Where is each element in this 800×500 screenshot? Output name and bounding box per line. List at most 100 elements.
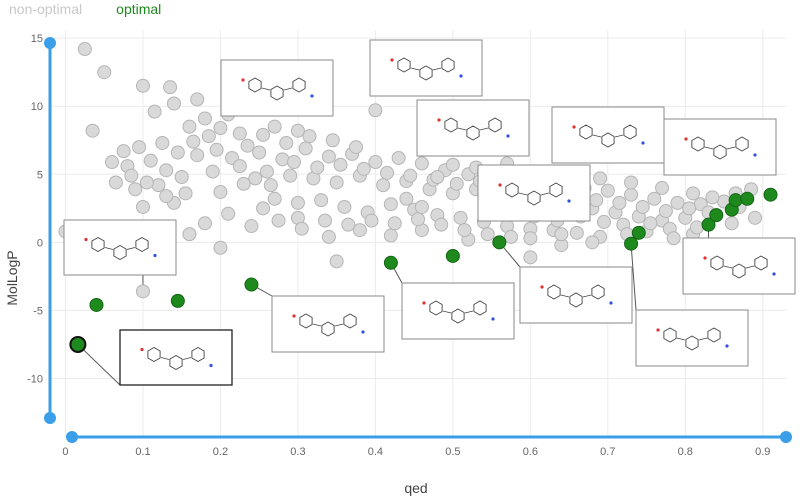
- data-point-non-optimal[interactable]: [325, 133, 340, 148]
- data-point-optimal[interactable]: [89, 297, 104, 312]
- data-point-optimal[interactable]: [701, 217, 716, 232]
- molecule-structure-card[interactable]: [551, 106, 665, 164]
- data-point-non-optimal[interactable]: [252, 145, 267, 160]
- data-point-non-optimal[interactable]: [135, 78, 150, 93]
- molecule-structure-card[interactable]: [519, 266, 633, 324]
- data-point-non-optimal[interactable]: [403, 168, 418, 183]
- data-point-non-optimal[interactable]: [329, 175, 344, 190]
- data-point-non-optimal[interactable]: [337, 199, 352, 214]
- data-point-non-optimal[interactable]: [569, 225, 584, 240]
- data-point-non-optimal[interactable]: [232, 159, 247, 174]
- data-point-non-optimal[interactable]: [190, 148, 205, 163]
- data-point-non-optimal[interactable]: [248, 171, 263, 186]
- data-point-optimal[interactable]: [492, 235, 507, 250]
- data-point-non-optimal[interactable]: [430, 170, 445, 185]
- data-point-non-optimal[interactable]: [108, 175, 123, 190]
- data-point-non-optimal[interactable]: [159, 163, 174, 178]
- selected-data-point[interactable]: [69, 335, 87, 353]
- data-point-optimal[interactable]: [170, 293, 185, 308]
- data-point-non-optimal[interactable]: [213, 184, 228, 199]
- data-point-non-optimal[interactable]: [503, 229, 518, 244]
- data-point-non-optimal[interactable]: [135, 284, 150, 299]
- data-point-optimal[interactable]: [709, 208, 724, 223]
- molecule-structure-card[interactable]: [271, 295, 385, 353]
- data-point-non-optimal[interactable]: [380, 165, 395, 180]
- data-point-non-optimal[interactable]: [298, 141, 313, 156]
- data-point-non-optimal[interactable]: [368, 103, 383, 118]
- data-point-non-optimal[interactable]: [399, 191, 414, 206]
- data-point-non-optimal[interactable]: [259, 164, 274, 179]
- data-point-non-optimal[interactable]: [670, 195, 685, 210]
- data-point-non-optimal[interactable]: [275, 152, 290, 167]
- data-point-non-optimal[interactable]: [341, 217, 356, 232]
- data-point-non-optimal[interactable]: [635, 199, 650, 214]
- data-point-non-optimal[interactable]: [748, 210, 763, 225]
- data-point-non-optimal[interactable]: [283, 168, 298, 183]
- data-point-non-optimal[interactable]: [686, 186, 701, 201]
- data-point-optimal[interactable]: [740, 191, 755, 206]
- data-point-non-optimal[interactable]: [279, 135, 294, 150]
- x-range-slider-max-handle[interactable]: [780, 431, 792, 443]
- data-point-non-optimal[interactable]: [290, 195, 305, 210]
- data-point-non-optimal[interactable]: [174, 170, 189, 185]
- data-point-non-optimal[interactable]: [411, 212, 425, 227]
- data-point-non-optimal[interactable]: [159, 189, 174, 204]
- data-point-non-optimal[interactable]: [197, 216, 212, 231]
- data-point-non-optimal[interactable]: [139, 175, 154, 190]
- data-point-non-optimal[interactable]: [256, 127, 271, 142]
- data-point-non-optimal[interactable]: [310, 160, 325, 175]
- data-point-non-optimal[interactable]: [182, 119, 197, 134]
- legend-item-optimal[interactable]: optimal: [116, 1, 162, 17]
- data-point-optimal[interactable]: [763, 187, 778, 202]
- data-point-non-optimal[interactable]: [213, 240, 228, 255]
- molecule-structure-card[interactable]: [477, 164, 591, 222]
- data-point-non-optimal[interactable]: [155, 135, 170, 150]
- data-point-optimal[interactable]: [244, 277, 259, 292]
- data-point-non-optimal[interactable]: [689, 220, 704, 235]
- data-point-non-optimal[interactable]: [132, 140, 147, 155]
- data-point-non-optimal[interactable]: [271, 213, 286, 228]
- data-point-non-optimal[interactable]: [267, 119, 282, 134]
- data-point-non-optimal[interactable]: [445, 157, 460, 172]
- data-point-non-optimal[interactable]: [170, 145, 185, 160]
- data-point-non-optimal[interactable]: [124, 168, 139, 183]
- data-point-non-optimal[interactable]: [414, 156, 429, 171]
- data-point-non-optimal[interactable]: [585, 235, 600, 250]
- data-point-non-optimal[interactable]: [232, 126, 247, 141]
- data-point-non-optimal[interactable]: [318, 213, 333, 228]
- data-point-non-optimal[interactable]: [329, 254, 344, 269]
- data-point-non-optimal[interactable]: [85, 123, 100, 138]
- molecule-structure-card[interactable]: [682, 237, 796, 295]
- data-point-non-optimal[interactable]: [240, 138, 255, 153]
- data-point-non-optimal[interactable]: [523, 250, 538, 265]
- molecule-structure-card[interactable]: [635, 309, 749, 367]
- data-point-non-optimal[interactable]: [104, 155, 119, 170]
- data-point-non-optimal[interactable]: [151, 178, 166, 193]
- y-range-slider-max-handle[interactable]: [44, 37, 56, 49]
- data-point-non-optimal[interactable]: [314, 193, 329, 208]
- y-range-slider-min-handle[interactable]: [44, 412, 56, 424]
- data-point-non-optimal[interactable]: [593, 171, 608, 186]
- data-point-non-optimal[interactable]: [213, 121, 228, 136]
- data-point-non-optimal[interactable]: [457, 223, 472, 238]
- data-point-non-optimal[interactable]: [205, 164, 220, 179]
- data-point-non-optimal[interactable]: [147, 104, 162, 119]
- data-point-non-optimal[interactable]: [612, 195, 627, 210]
- data-point-non-optimal[interactable]: [166, 96, 181, 111]
- data-point-non-optimal[interactable]: [209, 142, 224, 157]
- data-point-non-optimal[interactable]: [655, 180, 670, 195]
- data-point-non-optimal[interactable]: [97, 65, 112, 80]
- data-point-non-optimal[interactable]: [190, 92, 205, 107]
- data-point-non-optimal[interactable]: [658, 204, 673, 219]
- data-point-non-optimal[interactable]: [256, 201, 271, 216]
- data-point-non-optimal[interactable]: [589, 193, 604, 208]
- data-point-non-optimal[interactable]: [349, 140, 364, 155]
- data-point-non-optimal[interactable]: [163, 80, 178, 95]
- data-point-non-optimal[interactable]: [364, 213, 379, 228]
- data-point-optimal[interactable]: [631, 225, 646, 240]
- data-point-non-optimal[interactable]: [186, 134, 201, 149]
- data-point-non-optimal[interactable]: [178, 186, 193, 201]
- data-point-non-optimal[interactable]: [128, 182, 143, 197]
- data-point-non-optimal[interactable]: [143, 153, 158, 168]
- data-point-non-optimal[interactable]: [453, 210, 468, 225]
